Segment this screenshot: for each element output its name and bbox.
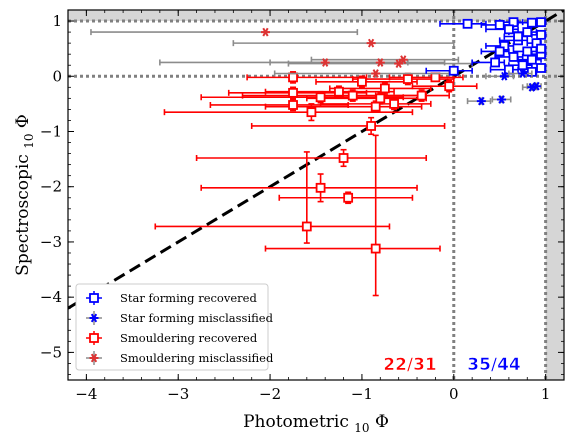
smouldering-recovered-point-15 <box>389 98 399 109</box>
y-tick-label-0: −5 <box>40 343 62 361</box>
star-forming-misclassified-point-5 <box>527 82 537 92</box>
smouldering-recovered-point-1 <box>357 76 367 87</box>
legend-marker-star-forming-recovered <box>89 293 99 303</box>
star-forming-recovered-point-17 <box>536 63 546 73</box>
smouldering-recovered-point-21 <box>370 243 381 254</box>
y-tick-label-4: −1 <box>40 122 62 140</box>
x-tick-label-4: 0 <box>449 385 459 403</box>
smouldering-recovered-point-6 <box>334 86 344 97</box>
smouldering-recovered-point-2 <box>402 74 413 84</box>
y-tick-label-6: 1 <box>52 12 62 30</box>
star-forming-recovered-point-3 <box>526 17 537 28</box>
smouldering-recovered-point-10 <box>416 90 427 101</box>
smouldering-recovered-point-16 <box>366 121 377 131</box>
star-forming-recovered-point-16 <box>517 60 528 71</box>
y-axis-title: Spectroscopic 10 Φ <box>13 114 36 276</box>
smouldering-recovered-point-3 <box>430 72 441 83</box>
smouldering-recovered-point-11 <box>375 93 386 104</box>
smouldering-recovered-point-20 <box>301 221 312 232</box>
star-forming-recovered-point-5 <box>503 24 514 35</box>
x-tick-label-1: −3 <box>167 385 189 403</box>
star-forming-recovered-point-22 <box>513 31 523 42</box>
smouldering-count-label: 22/31 <box>383 355 437 375</box>
legend-label-star-forming-misclassified: Star forming misclassified <box>120 311 274 325</box>
x-tick-label-5: 1 <box>541 385 551 403</box>
star-forming-recovered-point-21 <box>536 43 546 54</box>
smouldering-misclassified-point-1 <box>366 38 376 48</box>
series-smouldering-misclassified <box>90 27 473 78</box>
y-tick-label-5: 0 <box>52 67 62 85</box>
smouldering-recovered-point-17 <box>338 153 349 163</box>
x-axis-title: Photometric 10 Φ <box>243 412 389 435</box>
smouldering-recovered-point-13 <box>306 107 317 118</box>
legend-marker-smouldering-recovered <box>89 333 99 343</box>
smouldering-misclassified-point-5 <box>394 59 404 68</box>
star-forming-recovered-point-0 <box>462 18 473 29</box>
y-tick-label-2: −3 <box>40 233 62 251</box>
shaded-region-top <box>68 10 564 22</box>
smouldering-recovered-point-8 <box>315 92 326 103</box>
legend: Star forming recovered Star forming miscl… <box>75 283 274 371</box>
star-forming-recovered-point-23 <box>494 46 505 57</box>
star-forming-misclassified-point-1 <box>518 69 528 78</box>
shaded-region <box>545 10 564 380</box>
smouldering-recovered-point-19 <box>343 192 354 203</box>
x-tick-label-0: −4 <box>75 385 97 403</box>
smouldering-recovered-point-0 <box>288 72 298 83</box>
legend-marker-smouldering-misclassified <box>89 353 99 363</box>
star-forming-misclassified-point-0 <box>499 71 509 81</box>
legend-label-star-forming-recovered: Star forming recovered <box>120 291 257 305</box>
star-forming-recovered-point-20 <box>448 65 459 76</box>
star-forming-recovered-point-14 <box>526 54 537 65</box>
series-star-forming-misclassified <box>466 69 542 106</box>
y-tick-label-3: −2 <box>40 178 62 196</box>
smouldering-recovered-point-12 <box>288 100 298 110</box>
smouldering-misclassified-point-3 <box>375 58 385 67</box>
one-to-one-line <box>68 10 564 310</box>
star-forming-recovered-point-7 <box>536 29 546 40</box>
star-forming-misclassified-point-2 <box>476 96 486 106</box>
legend-box <box>75 283 269 371</box>
legend-label-smouldering-misclassified: Smouldering misclassified <box>120 351 274 365</box>
star-forming-recovered-point-1 <box>494 20 505 30</box>
star-forming-misclassified-point-3 <box>497 95 507 104</box>
star-forming-recovered-point-11 <box>522 46 533 57</box>
legend-label-smouldering-recovered: Smouldering recovered <box>120 331 258 345</box>
smouldering-misclassified-point-6 <box>371 69 381 78</box>
star-forming-recovered-point-4 <box>536 17 546 28</box>
smouldering-recovered-point-9 <box>347 90 358 101</box>
starforming-count-label: 35/44 <box>467 355 521 375</box>
series-smouldering-recovered <box>154 71 478 297</box>
plot-frame <box>67 9 565 381</box>
legend-marker-star-forming-misclassified <box>89 313 99 323</box>
smouldering-recovered-point-4 <box>444 81 455 92</box>
star-forming-recovered-point-6 <box>522 27 533 37</box>
star-forming-recovered-point-15 <box>490 57 501 68</box>
smouldering-recovered-point-18 <box>315 182 326 193</box>
smouldering-misclassified-point-2 <box>320 58 330 67</box>
smouldering-misclassified-point-0 <box>260 27 270 37</box>
smouldering-recovered-point-5 <box>379 83 390 94</box>
smouldering-misclassified-point-4 <box>398 55 408 65</box>
smouldering-recovered-point-7 <box>288 87 298 98</box>
y-tick-label-1: −4 <box>40 288 62 306</box>
star-forming-recovered-point-13 <box>508 52 519 62</box>
x-tick-label-3: −1 <box>351 385 373 403</box>
x-tick-label-2: −2 <box>259 385 281 403</box>
smouldering-recovered-point-14 <box>370 101 381 112</box>
